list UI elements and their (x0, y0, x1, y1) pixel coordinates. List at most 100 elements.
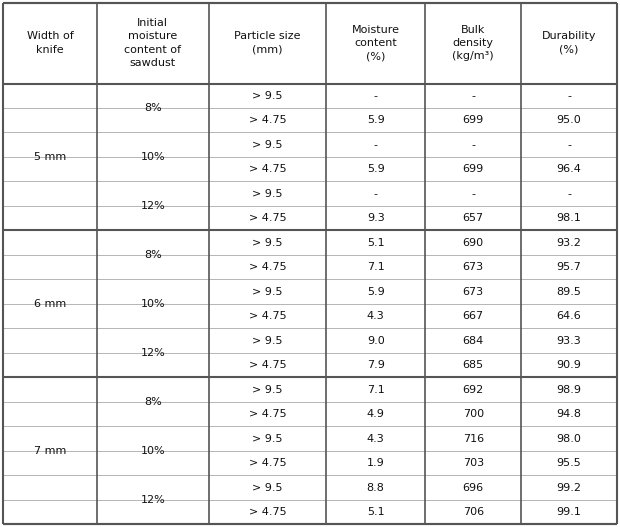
Bar (209, 500, 326, 524)
Bar (97, 230, 209, 255)
Text: 12%: 12% (141, 201, 165, 211)
Text: > 4.75: > 4.75 (249, 311, 286, 321)
Bar (425, 181, 521, 206)
Text: 685: 685 (463, 360, 484, 370)
Bar (521, 328, 617, 353)
Bar (425, 402, 521, 426)
Bar (3, 157, 97, 181)
Bar (97, 181, 209, 206)
Text: Particle size
(mm): Particle size (mm) (234, 32, 301, 55)
Bar (97, 475, 209, 500)
Bar (4, 378, 96, 524)
Text: 4.3: 4.3 (367, 434, 384, 444)
Bar (209, 353, 326, 377)
Text: 8%: 8% (144, 250, 162, 260)
Bar (521, 304, 617, 328)
Text: > 4.75: > 4.75 (249, 507, 286, 517)
Bar (3, 426, 97, 451)
Bar (425, 304, 521, 328)
Text: 673: 673 (463, 262, 484, 272)
Text: -: - (567, 189, 571, 199)
Text: > 9.5: > 9.5 (252, 483, 283, 493)
Text: 699: 699 (463, 115, 484, 125)
Bar (3, 3, 97, 83)
Text: 94.8: 94.8 (557, 409, 582, 419)
Bar (326, 451, 425, 475)
Bar (326, 279, 425, 304)
Bar (97, 3, 209, 83)
Text: 684: 684 (463, 336, 484, 346)
Bar (425, 328, 521, 353)
Text: 703: 703 (463, 458, 484, 468)
Bar (97, 427, 208, 475)
Text: 5.9: 5.9 (367, 164, 384, 174)
Text: -: - (567, 140, 571, 150)
Text: 99.2: 99.2 (557, 483, 582, 493)
Bar (209, 83, 326, 108)
Text: 95.5: 95.5 (557, 458, 582, 468)
Bar (97, 157, 209, 181)
Bar (521, 108, 617, 132)
Bar (209, 206, 326, 230)
Bar (521, 500, 617, 524)
Text: > 4.75: > 4.75 (249, 164, 286, 174)
Text: > 9.5: > 9.5 (252, 91, 283, 101)
Text: 96.4: 96.4 (557, 164, 582, 174)
Text: -: - (471, 140, 475, 150)
Bar (425, 377, 521, 402)
Text: > 9.5: > 9.5 (252, 287, 283, 297)
Bar (209, 3, 326, 83)
Bar (521, 475, 617, 500)
Bar (326, 157, 425, 181)
Bar (209, 108, 326, 132)
Bar (425, 83, 521, 108)
Text: 5 mm: 5 mm (34, 152, 66, 162)
Bar (521, 377, 617, 402)
Text: 692: 692 (463, 385, 484, 395)
Bar (326, 108, 425, 132)
Bar (209, 304, 326, 328)
Bar (97, 182, 208, 230)
Bar (209, 132, 326, 157)
Bar (425, 426, 521, 451)
Text: 98.1: 98.1 (557, 213, 582, 223)
Bar (521, 83, 617, 108)
Bar (326, 353, 425, 377)
Bar (209, 451, 326, 475)
Bar (97, 84, 208, 132)
Text: 7 mm: 7 mm (33, 446, 66, 456)
Text: 98.9: 98.9 (557, 385, 582, 395)
Bar (209, 279, 326, 304)
Text: Initial
moisture
content of
sawdust: Initial moisture content of sawdust (125, 18, 181, 68)
Text: 10%: 10% (141, 152, 165, 162)
Text: 8%: 8% (144, 397, 162, 407)
Text: 89.5: 89.5 (557, 287, 582, 297)
Text: -: - (567, 91, 571, 101)
Text: > 9.5: > 9.5 (252, 189, 283, 199)
Bar (97, 328, 209, 353)
Text: -: - (471, 189, 475, 199)
Bar (521, 279, 617, 304)
Bar (97, 329, 208, 377)
Text: 10%: 10% (141, 299, 165, 309)
Bar (3, 402, 97, 426)
Bar (521, 402, 617, 426)
Bar (521, 230, 617, 255)
Bar (521, 451, 617, 475)
Bar (326, 402, 425, 426)
Text: 12%: 12% (141, 348, 165, 358)
Bar (425, 3, 521, 83)
Bar (521, 206, 617, 230)
Bar (3, 500, 97, 524)
Text: 8%: 8% (144, 103, 162, 113)
Bar (97, 280, 208, 328)
Bar (326, 132, 425, 157)
Bar (97, 451, 209, 475)
Text: 716: 716 (463, 434, 484, 444)
Text: 7.1: 7.1 (367, 262, 384, 272)
Text: 7.1: 7.1 (367, 385, 384, 395)
Bar (425, 279, 521, 304)
Bar (97, 304, 209, 328)
Bar (97, 500, 209, 524)
Text: > 4.75: > 4.75 (249, 409, 286, 419)
